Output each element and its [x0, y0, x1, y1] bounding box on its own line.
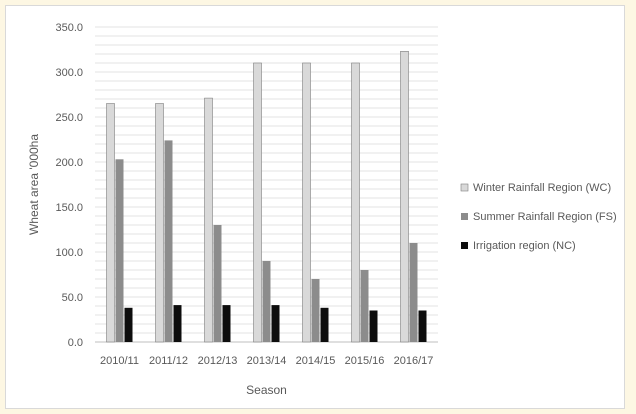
y-tick-label: 350.0 — [55, 22, 83, 34]
x-tick-label: 2012/13 — [198, 355, 238, 367]
bar — [311, 279, 320, 342]
y-tick-label: 200.0 — [55, 157, 83, 169]
x-axis-title: Season — [246, 383, 287, 397]
x-tick-label: 2013/14 — [247, 355, 287, 367]
y-tick-label: 100.0 — [55, 247, 83, 259]
bar — [222, 305, 231, 342]
bar — [418, 310, 427, 342]
bar — [302, 62, 311, 343]
bar — [271, 305, 280, 342]
bar — [164, 140, 173, 342]
bar — [213, 225, 222, 342]
legend-label: Winter Rainfall Region (WC) — [473, 182, 611, 194]
chart-frame: 0.0 50.0 100.0 150.0 200.0 250.0 300.0 350.0 201… — [5, 5, 625, 409]
bar — [204, 97, 213, 343]
bar — [155, 103, 164, 343]
bar — [360, 270, 369, 342]
x-tick-label: 2015/16 — [345, 355, 385, 367]
x-tick-label: 2014/15 — [296, 355, 336, 367]
bar — [400, 50, 409, 343]
x-tick-label: 2016/17 — [394, 355, 434, 367]
y-tick-label: 250.0 — [55, 112, 83, 124]
bar — [351, 62, 360, 343]
legend-swatch — [460, 183, 469, 192]
bar — [115, 159, 124, 342]
bar — [369, 310, 378, 342]
bar — [173, 305, 182, 342]
x-tick-label: 2011/12 — [149, 355, 188, 367]
y-tick-label: 300.0 — [55, 67, 83, 79]
bar — [253, 62, 262, 343]
y-tick-label: 0.0 — [68, 337, 83, 349]
legend-swatch — [461, 242, 468, 249]
legend-label: Summer Rainfall Region (FS) — [473, 211, 617, 223]
bar — [124, 307, 133, 342]
y-tick-label: 50.0 — [62, 292, 83, 304]
bar — [106, 103, 115, 343]
x-tick-label: 2010/11 — [100, 355, 139, 367]
bar — [320, 307, 329, 342]
y-tick-label: 150.0 — [55, 202, 83, 214]
y-axis-title: Wheat area '000ha — [27, 134, 41, 235]
legend-swatch — [461, 213, 468, 220]
legend-label: Irrigation region (NC) — [473, 240, 576, 252]
bar-chart: 0.0 50.0 100.0 150.0 200.0 250.0 300.0 350.0 201… — [27, 22, 617, 397]
bar — [409, 243, 418, 342]
bar — [262, 261, 271, 342]
